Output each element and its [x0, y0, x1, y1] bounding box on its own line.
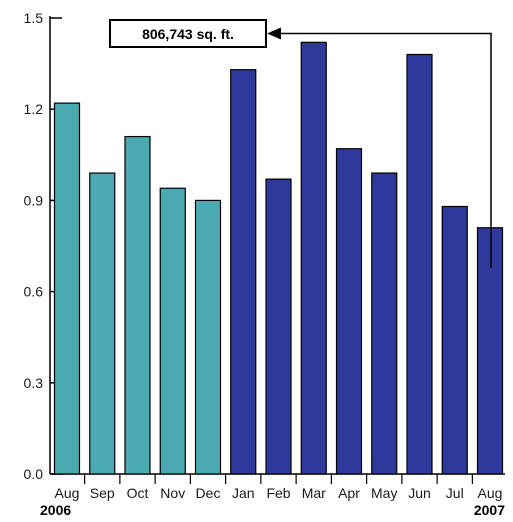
y-tick-label: 0.6 [24, 284, 44, 300]
callout-connector [280, 32, 492, 268]
x-tick-label: Jul [446, 485, 464, 501]
year-label-start: 2006 [40, 502, 71, 518]
bar [335, 148, 363, 475]
bar [124, 135, 151, 475]
x-tick-label: Sep [90, 485, 115, 501]
x-tick-label: Oct [127, 485, 149, 501]
bars [53, 41, 504, 475]
bar [194, 199, 222, 475]
y-tick-label: 0.3 [24, 375, 44, 391]
bar [53, 102, 81, 475]
callout: 806,743 sq. ft. [109, 19, 492, 268]
year-label-end: 2007 [474, 502, 505, 518]
bar [371, 172, 398, 475]
x-tick-label: Feb [266, 485, 290, 501]
x-tick-label: Aug [478, 485, 503, 501]
bar [441, 205, 468, 475]
callout-arrowhead [267, 27, 281, 40]
callout-text: 806,743 sq. ft. [142, 26, 234, 42]
bar [230, 69, 257, 475]
x-tick-label: Aug [55, 485, 80, 501]
callout-box [109, 19, 267, 48]
bar [300, 41, 327, 475]
x-tick-label: Mar [302, 485, 326, 501]
y-tick-label: 1.5 [24, 10, 44, 26]
bar [406, 53, 433, 475]
y-tick-label: 0.0 [24, 466, 44, 482]
bar [89, 172, 116, 475]
x-tick-label: Dec [196, 485, 221, 501]
bar [476, 227, 504, 475]
y-tick-labels: 0.0 0.3 0.6 0.9 1.2 1.5 [24, 10, 44, 482]
bar [159, 187, 186, 475]
y-tick-label: 0.9 [24, 192, 44, 208]
x-tick-label: Jun [408, 485, 431, 501]
x-tick-label: Apr [338, 485, 360, 501]
x-tick-label: May [371, 485, 397, 501]
x-tick-labels: Aug Sep Oct Nov Dec Jan Feb Mar Apr May Jun Jul Aug [55, 485, 503, 501]
x-tick-label: Nov [160, 485, 185, 501]
x-tick-label: Jan [232, 485, 255, 501]
y-tick-label: 1.2 [24, 101, 44, 117]
bar [265, 178, 292, 475]
